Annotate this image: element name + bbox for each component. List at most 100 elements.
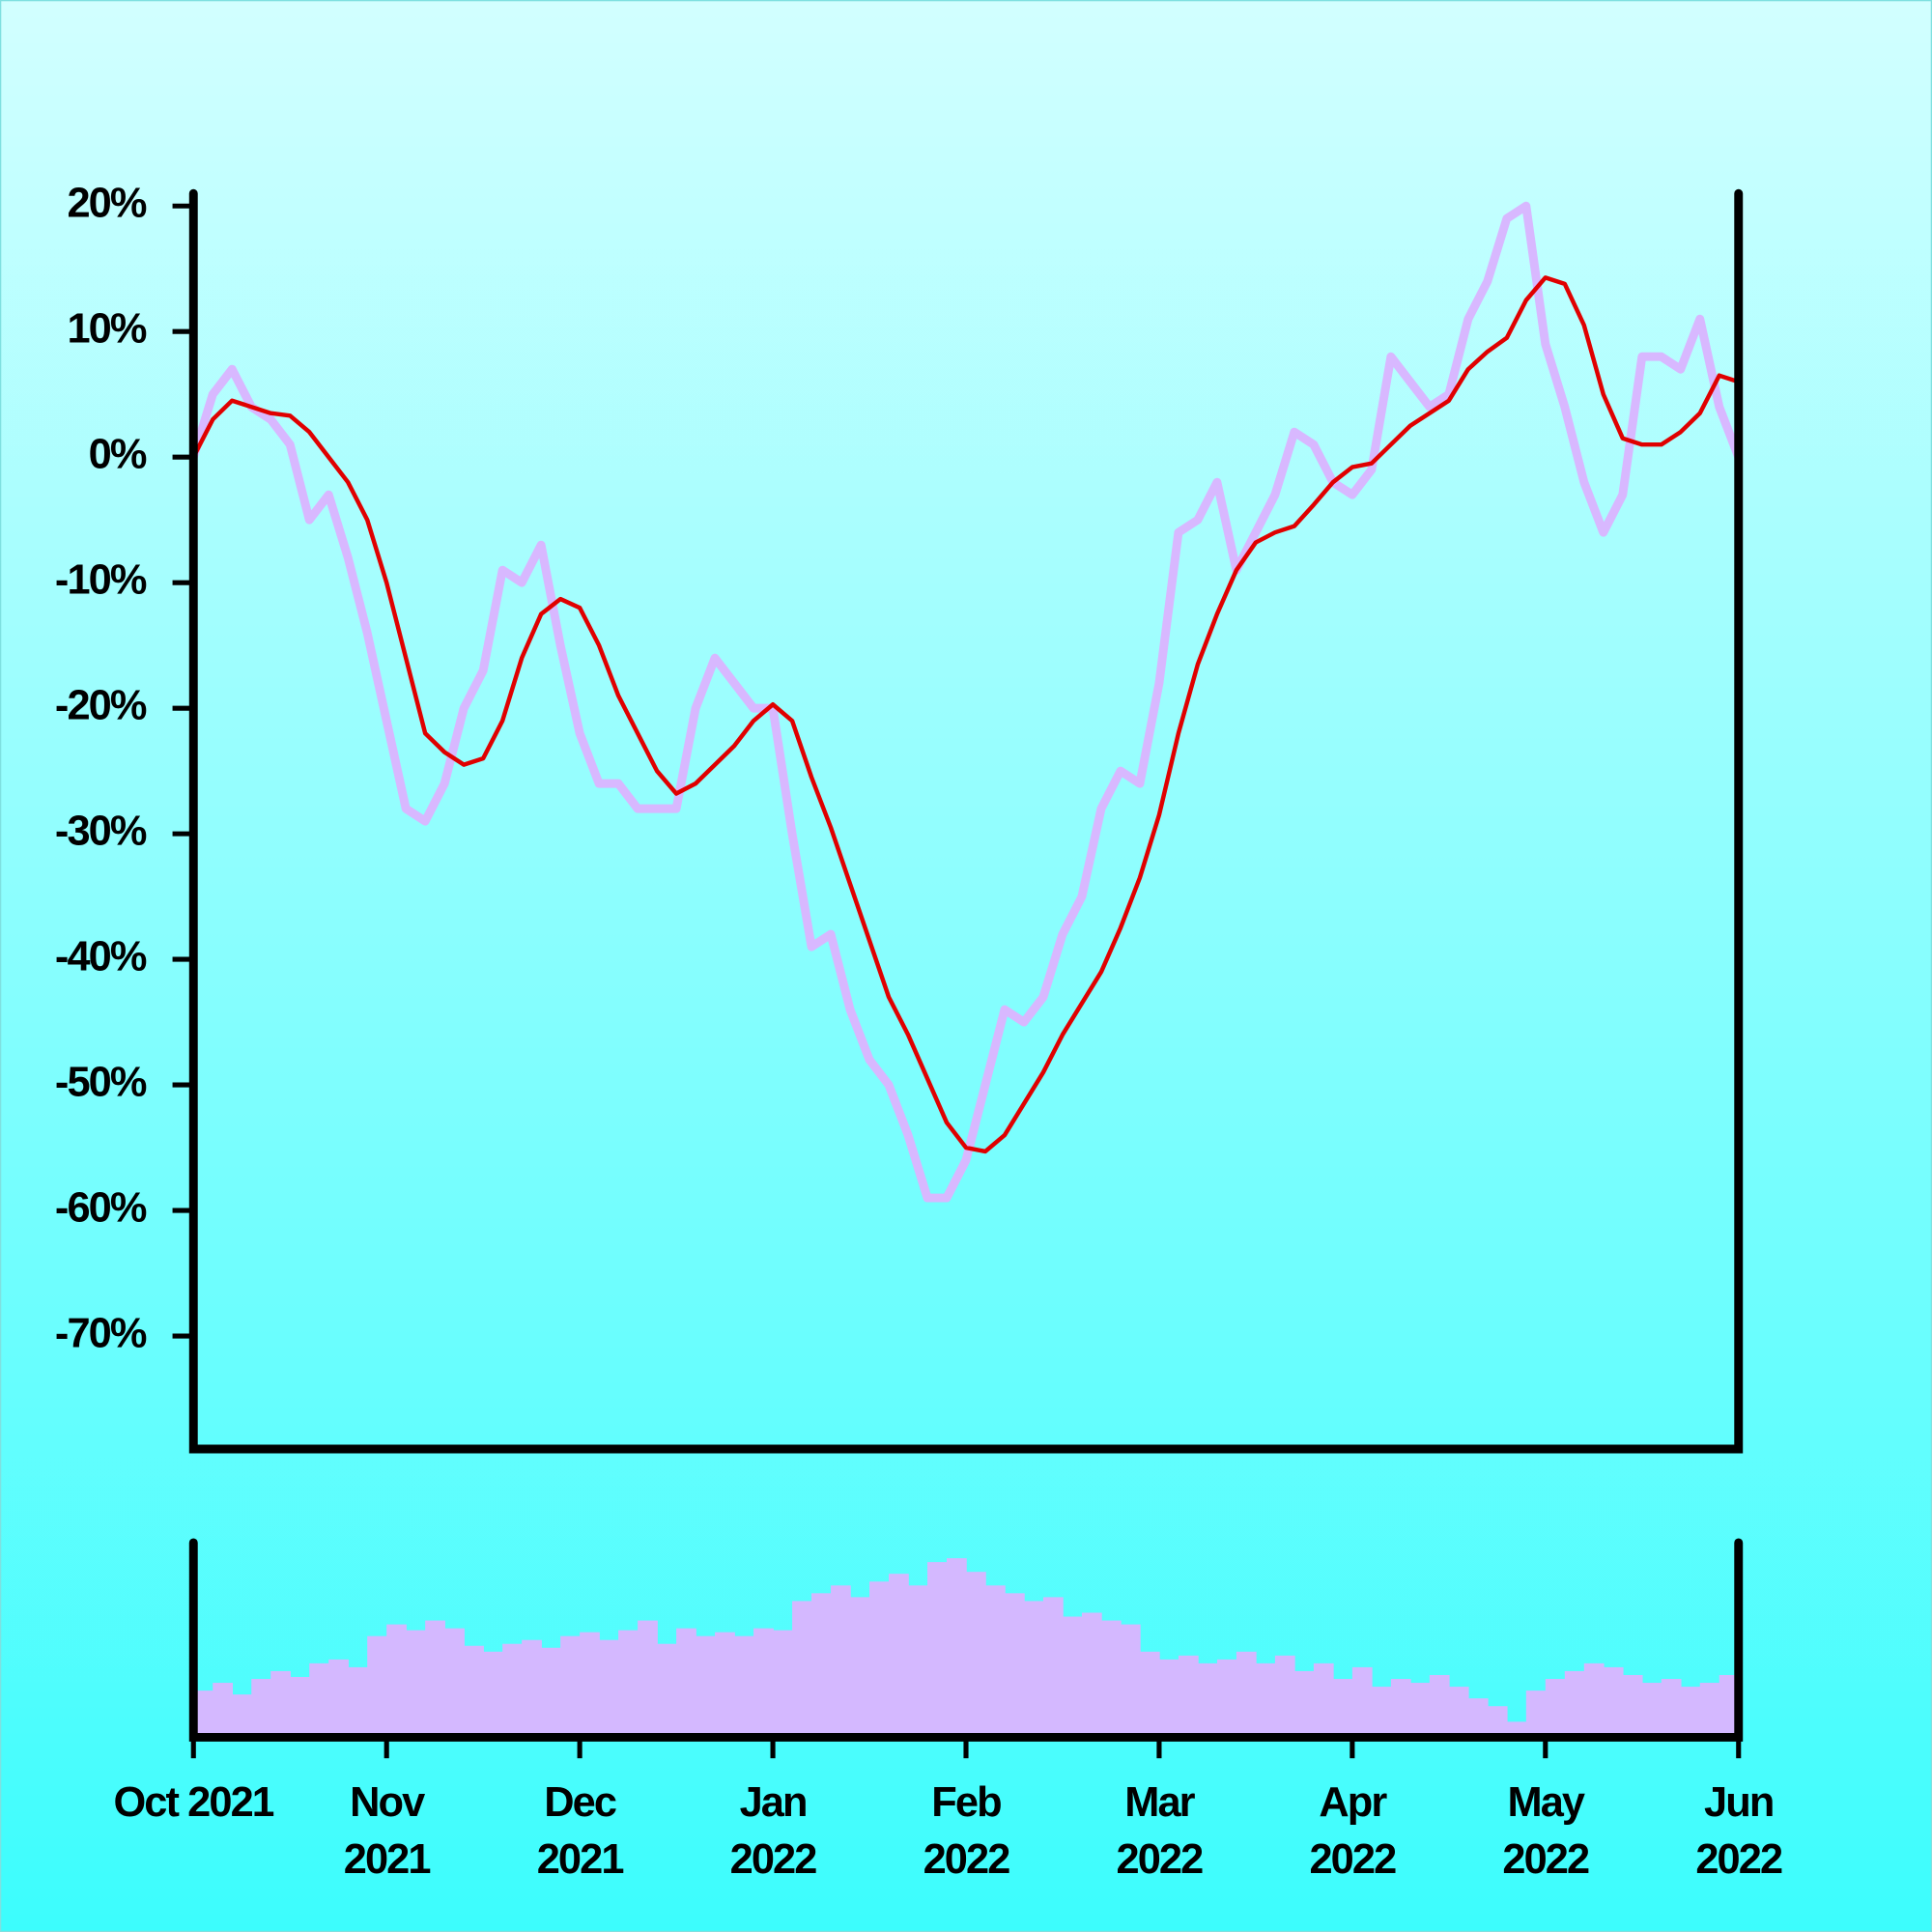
volume-bar [599,1639,619,1738]
volume-bar [483,1651,503,1738]
volume-bar [1293,1670,1315,1738]
y-tick-label: -40% [55,934,147,980]
volume-bar [213,1683,234,1738]
x-tick-label-box: May 2022 [1502,1778,1590,1883]
volume-bar [1216,1659,1237,1738]
volume-bar [1429,1674,1450,1738]
volume-bar [464,1645,484,1738]
volume-bar [406,1630,426,1738]
volume-bar [1313,1662,1334,1738]
y-tick-label: -30% [55,809,147,855]
volume-bar [889,1574,909,1738]
volume-bar [1332,1679,1353,1738]
x-tick-label-box: Nov 2021 [343,1778,432,1883]
volume-bar [1467,1698,1489,1738]
volume-bar [348,1666,368,1738]
y-tick-label: -60% [55,1185,147,1232]
volume-bar [1236,1651,1257,1738]
volume-bar [232,1694,253,1738]
volume-bar [1564,1670,1585,1738]
volume-bar [734,1635,754,1738]
x-tick-label: Jun 2022 [1695,1778,1783,1883]
volume-bar [1274,1655,1295,1738]
volume-bar [386,1624,407,1738]
volume-bar [251,1679,271,1738]
volume-bar [1351,1666,1373,1738]
volume-bar [927,1562,948,1738]
volume-bar [502,1643,523,1738]
x-tick-label: Feb 2022 [923,1778,1011,1883]
volume-bar [869,1581,890,1738]
x-tick-label: Nov 2021 [343,1778,432,1883]
volume-bar [1680,1687,1701,1738]
volume-bar [309,1662,329,1738]
volume-bar [792,1601,812,1738]
volume-bar [1139,1651,1160,1738]
volume-bar [444,1628,465,1738]
volume-bar [715,1632,735,1738]
volume-bar [1023,1601,1044,1738]
volume-bar [1583,1662,1605,1738]
x-tick-label: Apr 2022 [1309,1778,1397,1883]
x-tick-label: Jan 2022 [729,1778,818,1883]
volume-bar [425,1620,445,1738]
volume-bar [984,1585,1006,1738]
volume-bar [908,1585,928,1738]
volume-bar [638,1620,658,1738]
volume-bar [1371,1687,1392,1738]
volume-bar [618,1630,639,1738]
plot-area: -70% -60% -50% -40% -30% -20% -10% 0% 10% 20% Oct … [55,181,1783,1883]
x-tick-label: May 2022 [1502,1778,1590,1883]
x-tick-label-box: Mar 2022 [1116,1778,1205,1883]
axis-frame [188,1538,1744,1742]
volume-bar [1525,1690,1547,1738]
volume-bar [1062,1616,1083,1738]
volume-bar [1661,1679,1682,1738]
axis-frame [188,188,1744,1454]
volume-bar [1487,1706,1508,1738]
volume-bar [1409,1683,1431,1738]
volume-bar [1390,1679,1411,1738]
volume-bar [1622,1674,1643,1738]
x-tick-label: Mar 2022 [1116,1778,1205,1883]
volume-bar [290,1676,310,1738]
volume-bar [1448,1687,1469,1738]
y-tick-label: -20% [55,683,147,729]
volume-bar [1197,1662,1218,1738]
volume-bar [811,1593,832,1738]
y-tick-label: -70% [55,1310,147,1356]
volume-bar [966,1572,986,1738]
volume-bar [1603,1666,1624,1738]
volume-bar [1641,1683,1662,1738]
volume-bar [657,1643,677,1738]
y-tick-label: -50% [55,1060,147,1106]
volume-bar [1699,1683,1720,1738]
x-tick-label: Oct 2021 [113,1778,274,1827]
volume-bar [193,1690,214,1738]
volume-bar [753,1628,774,1738]
volume-bar [676,1628,696,1738]
volume-bar [947,1558,967,1738]
x-tick-label-box: Jan 2022 [729,1778,818,1883]
volume-bar [1158,1659,1179,1738]
x-tick-label-box: Feb 2022 [923,1778,1011,1883]
y-tick-label: 20% [67,181,146,227]
volume-bar [541,1647,561,1738]
x-tick-label-box: Dec 2021 [536,1778,625,1883]
y-tick-label: -10% [55,557,147,604]
series-line [191,275,1740,1154]
x-tick-label-box: Apr 2022 [1309,1778,1397,1883]
x-tick-label: Dec 2021 [536,1778,625,1883]
volume-bar [1178,1655,1199,1738]
volume-bar [696,1635,716,1738]
volume-bar [1042,1597,1064,1738]
volume-bar [580,1632,600,1738]
volume-bar [522,1639,542,1738]
volume-bar [773,1630,793,1738]
y-tick-label: 10% [67,306,146,353]
volume-bar [270,1670,291,1738]
x-tick-label-box: Jun 2022 [1695,1778,1783,1883]
volume-bar [1255,1662,1276,1738]
